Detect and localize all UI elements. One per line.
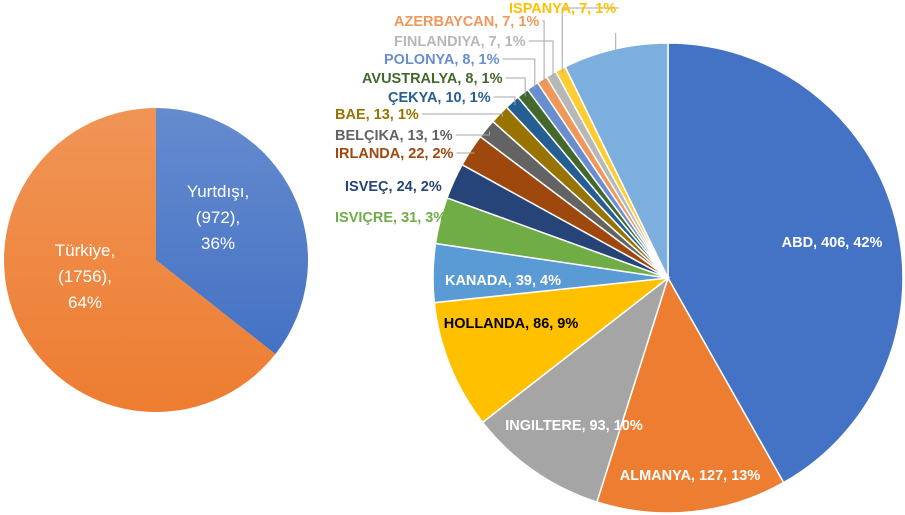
data-label-finlandiya: FINLANDIYA, 7, 1% [394, 34, 526, 50]
leader-line-bae [421, 113, 503, 117]
data-label-irlanda: IRLANDA, 22, 2% [335, 146, 454, 162]
slice-turkiye [4, 107, 276, 413]
slice-yurtdisi [156, 108, 309, 355]
slice-ingiltere [481, 275, 670, 503]
leader-line-polonya [502, 58, 536, 90]
data-label-ispanya: ISPANYA, 7, 1% [509, 1, 616, 17]
slice-hollanda [433, 276, 671, 424]
data-label-hollanda: HOLLANDA, 86, 9% [444, 316, 579, 332]
data-label-belcika: BELÇIKA, 13, 1% [335, 128, 453, 144]
slice-abd [667, 42, 904, 484]
data-label-yurtdisi: Yurtdışı, (972), 36% [187, 182, 249, 253]
data-label-azerbaycan: AZERBAYCAN, 7, 1% [394, 14, 539, 30]
leader-line-belcika [455, 131, 490, 136]
leader-lines [421, 7, 620, 154]
data-label-kanada: KANADA, 39, 4% [445, 273, 561, 289]
leader-line-ispanya [561, 7, 620, 73]
data-label-abd: ABD, 406, 42% [782, 235, 883, 251]
slice-almanya [595, 276, 785, 514]
leader-line-finlandiya [528, 40, 554, 78]
data-label-avustralya: AVUSTRALYA, 8, 1% [362, 71, 503, 87]
leader-line-irlanda [456, 152, 475, 154]
origin-pie-chart: Yurtdışı, (972), 36% Türkiye, (1756), 64% [4, 107, 309, 413]
data-label-isvec: ISVEÇ, 24, 2% [345, 179, 442, 195]
data-label-ingiltere: INGILTERE, 93, 10% [505, 418, 643, 434]
leader-line-cekya [493, 96, 516, 106]
leader-line-azerbaycan [542, 20, 545, 83]
data-label-turkiye: Türkiye, (1756), 64% [55, 241, 115, 312]
leader-line-avustralya [505, 77, 526, 97]
data-label-bae: BAE, 13, 1% [335, 107, 419, 123]
data-label-isvicre: ISVIÇRE, 31, 3% [335, 210, 446, 226]
data-label-almanya: ALMANYA, 127, 13% [620, 468, 761, 484]
data-label-polonya: POLONYA, 8, 1% [384, 52, 500, 68]
data-label-cekya: ÇEKYA, 10, 1% [388, 90, 491, 106]
country-pie-chart: ABD, 406, 42% ALMANYA, 127, 13% INGILTERE,… [335, 1, 904, 514]
